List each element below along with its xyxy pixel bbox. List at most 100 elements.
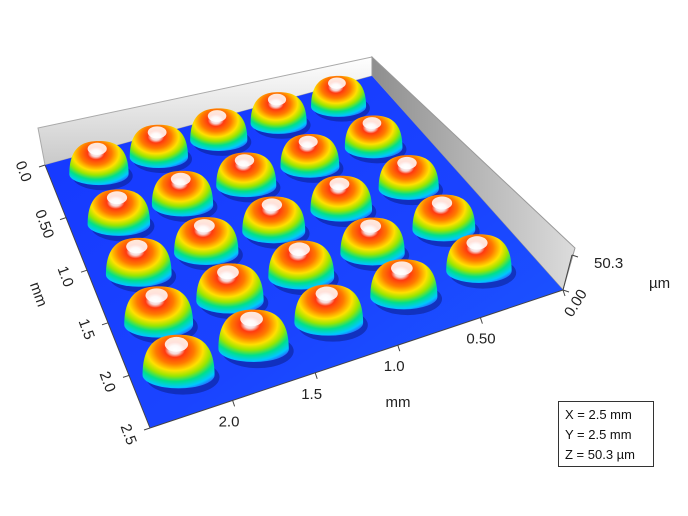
y-tick-label: 0.50 (31, 207, 57, 240)
x-tick (562, 289, 566, 297)
x-tick-label: 0.50 (466, 331, 495, 348)
dome-array (69, 75, 517, 395)
dome-highlight (164, 336, 189, 352)
x-tick-label: 2.0 (219, 413, 240, 430)
x-tick (397, 345, 401, 352)
dome-body (311, 75, 367, 117)
y-tick (59, 217, 67, 221)
y-axis-title: mm (26, 280, 51, 309)
x-axis-title: mm (386, 394, 411, 411)
info-z: Z = 50.3 µm (565, 447, 635, 462)
dome-body (151, 170, 214, 217)
y-tick (122, 374, 130, 378)
dome-highlight (362, 117, 382, 130)
dome-body (142, 334, 215, 389)
dome-highlight (87, 142, 107, 155)
dome-r1-c5 (311, 75, 370, 122)
y-tick-label: 0.0 (12, 159, 35, 184)
info-x: X = 2.5 mm (565, 407, 632, 422)
dome-r3-c2 (174, 217, 243, 271)
x-tick (479, 317, 483, 324)
dome-highlight (431, 196, 453, 210)
dome-body (446, 234, 512, 283)
x-tick (314, 372, 318, 379)
dome-r5-c3 (294, 284, 368, 342)
dome-body (87, 189, 151, 236)
dome-body (216, 152, 277, 198)
x-tick-label: 1.0 (384, 358, 405, 375)
dome-highlight (466, 236, 488, 250)
dome-highlight (193, 219, 215, 233)
y-tick (101, 322, 109, 326)
dome-r1-c3 (190, 108, 252, 156)
dome-r2-c5 (344, 115, 407, 164)
x-tick-label: 1.5 (301, 386, 322, 403)
dome-highlight (261, 198, 283, 212)
dome-body (370, 259, 438, 310)
dome-r1-c2 (129, 124, 192, 174)
y-axis: 0.0 0.50 1.0 1.5 2.0 2.5 mm (12, 159, 151, 447)
info-box: X = 2.5 mm Y = 2.5 mm Z = 50.3 µm (558, 401, 654, 467)
z-axis: 0.00 50.3 µm (561, 254, 670, 320)
dome-highlight (360, 219, 382, 233)
dome-body (280, 133, 340, 178)
y-tick-label: 2.0 (96, 369, 119, 394)
dome-body (196, 263, 264, 314)
dome-highlight (315, 286, 338, 301)
dome-r5-c4 (370, 259, 443, 316)
dome-body (250, 92, 307, 134)
dome-highlight (397, 156, 417, 170)
dome-body (268, 240, 335, 290)
dome-highlight (298, 135, 318, 148)
y-tick-label: 1.0 (54, 264, 77, 289)
dome-highlight (126, 239, 148, 254)
dome-highlight (288, 242, 310, 256)
dome-highlight (170, 172, 191, 186)
dome-body (378, 155, 439, 200)
dome-body (174, 217, 239, 266)
dome-highlight (391, 261, 413, 276)
dome-body (218, 309, 289, 363)
y-tick-label: 1.5 (75, 317, 98, 342)
dome-body (190, 108, 248, 151)
dome-highlight (240, 311, 263, 327)
x-tick (232, 400, 236, 407)
info-y: Y = 2.5 mm (565, 427, 632, 442)
z-tick-label-top: 50.3 (594, 255, 623, 272)
y-tick (143, 427, 151, 431)
dome-r1-c1 (69, 140, 133, 191)
dome-body (310, 175, 373, 222)
dome-highlight (147, 126, 167, 139)
dome-r1-c4 (250, 92, 311, 139)
dome-body (124, 286, 194, 338)
dome-r3-c1 (105, 237, 177, 293)
dome-body (340, 217, 405, 266)
dome-body (69, 140, 129, 186)
dome-highlight (217, 265, 239, 280)
dome-highlight (267, 93, 287, 106)
dome-highlight (328, 77, 346, 89)
dome-highlight (207, 110, 227, 122)
y-tick (38, 164, 46, 168)
dome-body (294, 284, 364, 336)
dome-highlight (234, 154, 255, 167)
dome-r5-c1 (142, 334, 220, 395)
z-axis-unit: µm (649, 275, 670, 292)
dome-r2-c4 (280, 133, 344, 183)
dome-body (412, 194, 476, 242)
dome-body (344, 115, 403, 159)
dome-r2-c3 (216, 152, 281, 203)
dome-r5-c2 (218, 309, 294, 369)
dome-body (242, 196, 306, 244)
z-tick-label-bottom: 0.00 (561, 286, 591, 320)
dome-highlight (329, 177, 350, 191)
dome-r5-c5 (446, 234, 517, 289)
dome-body (105, 237, 172, 287)
dome-r2-c1 (87, 189, 155, 242)
dome-highlight (145, 288, 168, 303)
x-axis: 2.0 1.5 1.0 0.50 mm (149, 289, 566, 430)
y-tick-label: 2.5 (117, 422, 140, 447)
dome-body (129, 124, 188, 169)
dome-r2-c2 (151, 170, 218, 222)
